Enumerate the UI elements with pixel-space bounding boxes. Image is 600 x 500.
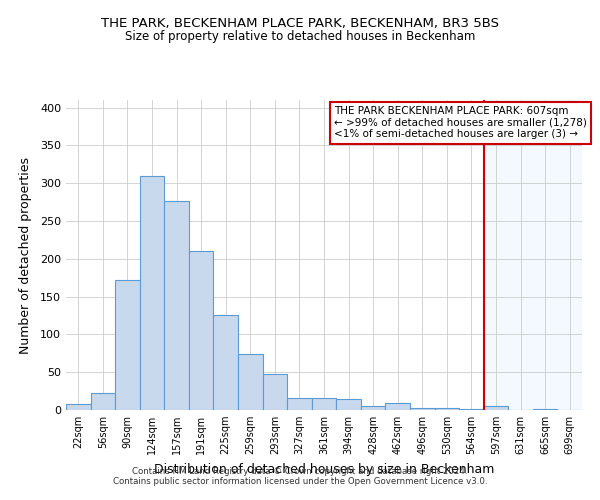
Text: Contains public sector information licensed under the Open Government Licence v3: Contains public sector information licen… [113, 477, 487, 486]
Bar [361, 406, 385, 410]
Bar [459, 409, 484, 410]
Bar [312, 398, 336, 410]
Text: Size of property relative to detached houses in Beckenham: Size of property relative to detached ho… [125, 30, 475, 43]
Bar [91, 394, 115, 410]
Bar [140, 176, 164, 410]
Bar [385, 403, 410, 410]
Bar [164, 202, 189, 410]
Text: THE PARK, BECKENHAM PLACE PARK, BECKENHAM, BR3 5BS: THE PARK, BECKENHAM PLACE PARK, BECKENHA… [101, 18, 499, 30]
Bar [434, 408, 459, 410]
Bar [263, 374, 287, 410]
Bar [189, 251, 214, 410]
X-axis label: Distribution of detached houses by size in Beckenham: Distribution of detached houses by size … [154, 462, 494, 475]
Bar [533, 409, 557, 410]
Bar [214, 314, 238, 410]
Bar [115, 280, 140, 410]
Bar [238, 354, 263, 410]
Bar [410, 408, 434, 410]
Bar [484, 406, 508, 410]
Bar [287, 398, 312, 410]
Bar [66, 404, 91, 410]
Text: THE PARK BECKENHAM PLACE PARK: 607sqm
← >99% of detached houses are smaller (1,2: THE PARK BECKENHAM PLACE PARK: 607sqm ← … [334, 106, 587, 140]
Text: Contains HM Land Registry data © Crown copyright and database right 2024.: Contains HM Land Registry data © Crown c… [132, 467, 468, 476]
Bar [336, 398, 361, 410]
Bar [484, 100, 582, 410]
Y-axis label: Number of detached properties: Number of detached properties [19, 156, 32, 354]
